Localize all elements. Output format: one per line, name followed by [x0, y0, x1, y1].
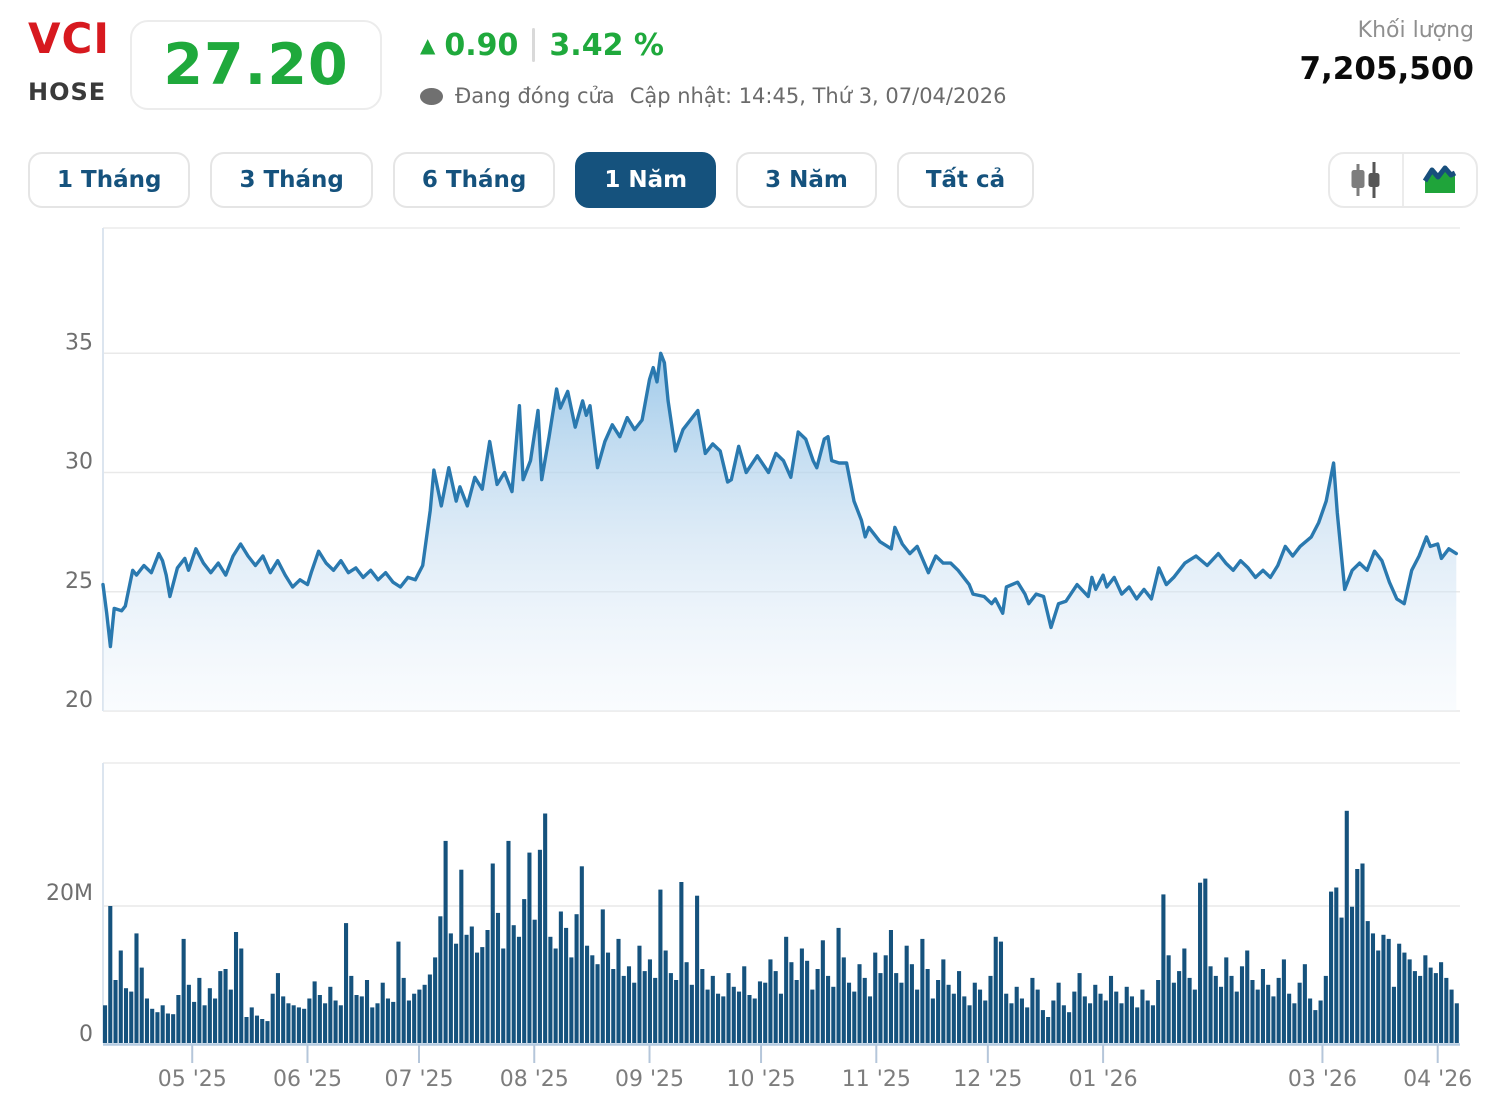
change-divider: [532, 28, 536, 62]
x-tick-label: 09 '25: [615, 1067, 684, 1092]
exchange-label: HOSE: [28, 78, 107, 106]
x-tick-label: 05 '25: [158, 1067, 227, 1092]
candlestick-icon: [1351, 162, 1380, 198]
volume-bars: [103, 810, 1459, 1044]
x-tick-label: 04 '26: [1403, 1067, 1472, 1092]
range-button-4[interactable]: 1 Năm: [575, 152, 717, 208]
volume-tick-label: 0: [79, 1022, 93, 1047]
price-change-percent: 3.42 %: [549, 27, 664, 63]
volume-block: Khối lượng 7,205,500: [1299, 18, 1474, 87]
x-tick-label: 06 '25: [273, 1067, 342, 1092]
price-tick-label: 30: [65, 450, 93, 475]
volume-tick-label: 20M: [46, 881, 93, 906]
price-tick-label: 20: [65, 688, 93, 713]
range-button-6[interactable]: Tất cả: [896, 152, 1035, 208]
last-price: 27.20: [163, 32, 349, 98]
range-button-2[interactable]: 3 Tháng: [210, 152, 373, 208]
x-tick-label: 12 '25: [953, 1067, 1022, 1092]
ticker-symbol: VCI: [28, 14, 110, 63]
x-tick-label: 01 '26: [1069, 1067, 1138, 1092]
range-toolbar: 1 Tháng 3 Tháng 6 Tháng 1 Năm 3 Năm Tất cả: [28, 152, 1035, 208]
market-status-row: Đang đóng cửa Cập nhật: 14:45, Thứ 3, 07…: [420, 84, 1006, 108]
x-tick-label: 03 '26: [1288, 1067, 1357, 1092]
area-chart-icon: [1422, 165, 1457, 193]
price-area: [103, 353, 1457, 711]
range-button-5[interactable]: 3 Năm: [736, 152, 877, 208]
last-updated: Cập nhật: 14:45, Thứ 3, 07/04/2026: [629, 84, 1007, 108]
price-line: [101, 351, 1459, 649]
y-axis-labels: 35 30 25 20 20M 0: [46, 330, 93, 1047]
last-price-box: 27.20: [130, 20, 382, 110]
price-change-row: ▲ 0.90 3.42 %: [420, 26, 664, 64]
up-arrow-icon: ▲: [420, 33, 436, 57]
market-closed-dot-icon: [420, 87, 443, 105]
range-button-1[interactable]: 1 Tháng: [28, 152, 191, 208]
volume-value: 7,205,500: [1299, 51, 1474, 87]
x-tick-label: 11 '25: [842, 1067, 911, 1092]
range-button-3[interactable]: 6 Tháng: [392, 152, 556, 208]
x-axis: 05 '25 06 '25 07 '25 08 '25 09 '25 10 '25 11 '…: [103, 1043, 1472, 1092]
volume-label: Khối lượng: [1357, 18, 1474, 43]
chart-type-switch: [1328, 152, 1478, 208]
price-tick-label: 25: [65, 569, 93, 594]
price-change: 0.90: [444, 27, 519, 63]
chart-type-divider: [1402, 154, 1404, 206]
market-status: Đang đóng cửa: [455, 84, 615, 108]
x-tick-label: 10 '25: [727, 1067, 796, 1092]
x-tick-label: 08 '25: [500, 1067, 569, 1092]
candlestick-chart-button[interactable]: [1330, 154, 1402, 206]
x-tick-label: 07 '25: [384, 1067, 453, 1092]
area-chart-button[interactable]: [1404, 154, 1476, 206]
price-tick-label: 35: [65, 330, 93, 355]
